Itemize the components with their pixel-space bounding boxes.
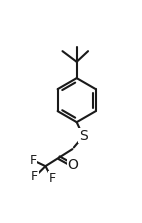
Text: O: O [68,159,79,172]
Text: F: F [31,170,38,183]
Text: F: F [49,172,56,185]
Text: F: F [30,154,37,167]
Text: S: S [79,129,87,143]
